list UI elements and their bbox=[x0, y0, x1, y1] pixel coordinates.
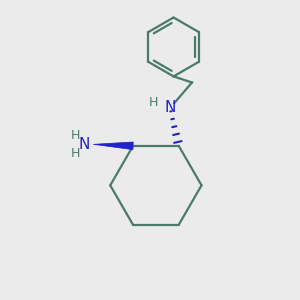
Text: N: N bbox=[78, 137, 90, 152]
Text: H: H bbox=[70, 147, 80, 160]
Text: H: H bbox=[149, 96, 158, 109]
Text: H: H bbox=[70, 129, 80, 142]
Polygon shape bbox=[93, 142, 133, 150]
Text: N: N bbox=[165, 100, 176, 115]
